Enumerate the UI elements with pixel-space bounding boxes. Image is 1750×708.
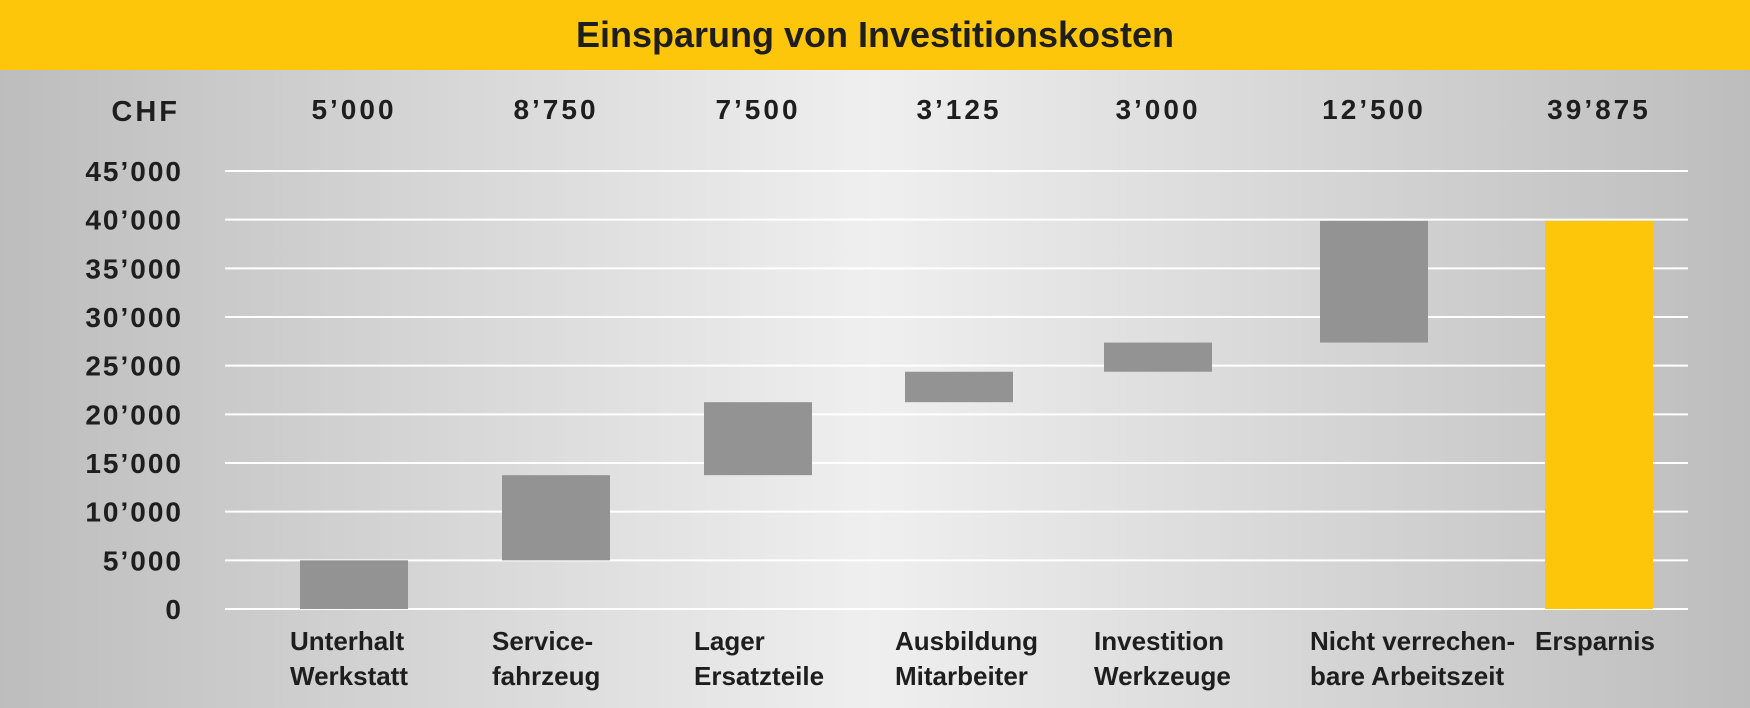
value-label: 5’000 — [311, 94, 396, 125]
category-label: Unterhalt Werkstatt — [290, 626, 408, 691]
y-tick-label: 40’000 — [85, 205, 183, 236]
category-label: Nicht verrechen-bare Arbeitszeit — [1310, 626, 1515, 691]
category-label: Ausbildung Mitarbeiter — [895, 626, 1038, 691]
y-tick-label: 0 — [165, 594, 183, 625]
step-bar — [905, 371, 1013, 403]
y-tick-label: 10’000 — [85, 497, 183, 528]
plot-background — [0, 70, 1750, 708]
y-tick-label: 15’000 — [85, 448, 183, 479]
category-label: Service-fahrzeug — [492, 626, 600, 691]
value-labels: 5’000 8’750 7’500 3’125 3’000 12’500 39’875 — [311, 94, 1651, 125]
step-bar — [502, 475, 610, 561]
y-tick-label: 25’000 — [85, 351, 183, 382]
value-label: 3’000 — [1115, 94, 1200, 125]
category-labels: Unterhalt Werkstatt Service-fahrzeug Lager E… — [290, 626, 1655, 691]
category-label: Lager Ersatzteile — [694, 626, 824, 691]
y-tick-label: 45’000 — [85, 156, 183, 187]
unit-label: CHF — [111, 96, 180, 128]
value-label: 7’500 — [715, 94, 800, 125]
y-tick-label: 30’000 — [85, 302, 183, 333]
title-band — [0, 0, 1750, 70]
total-bar — [1545, 220, 1653, 609]
category-label: Ersparnis — [1535, 626, 1655, 656]
bars — [300, 220, 1653, 609]
chart-title: Einsparung von Investitionskosten — [576, 14, 1174, 55]
value-label: 8’750 — [513, 94, 598, 125]
category-label: Investition Werkzeuge — [1094, 626, 1231, 691]
value-label: 39’875 — [1547, 94, 1651, 125]
y-axis-ticks: 0 5’000 10’000 15’000 20’000 25’000 30’000 35’0… — [85, 156, 183, 625]
y-tick-label: 35’000 — [85, 253, 183, 284]
value-label: 12’500 — [1322, 94, 1426, 125]
y-tick-label: 20’000 — [85, 399, 183, 430]
gridlines — [225, 170, 1688, 610]
step-bar — [1104, 342, 1212, 372]
step-bar — [300, 560, 408, 609]
y-tick-label: 5’000 — [103, 545, 183, 576]
step-bar — [704, 402, 812, 476]
step-bar — [1320, 220, 1428, 343]
value-label: 3’125 — [916, 94, 1001, 125]
